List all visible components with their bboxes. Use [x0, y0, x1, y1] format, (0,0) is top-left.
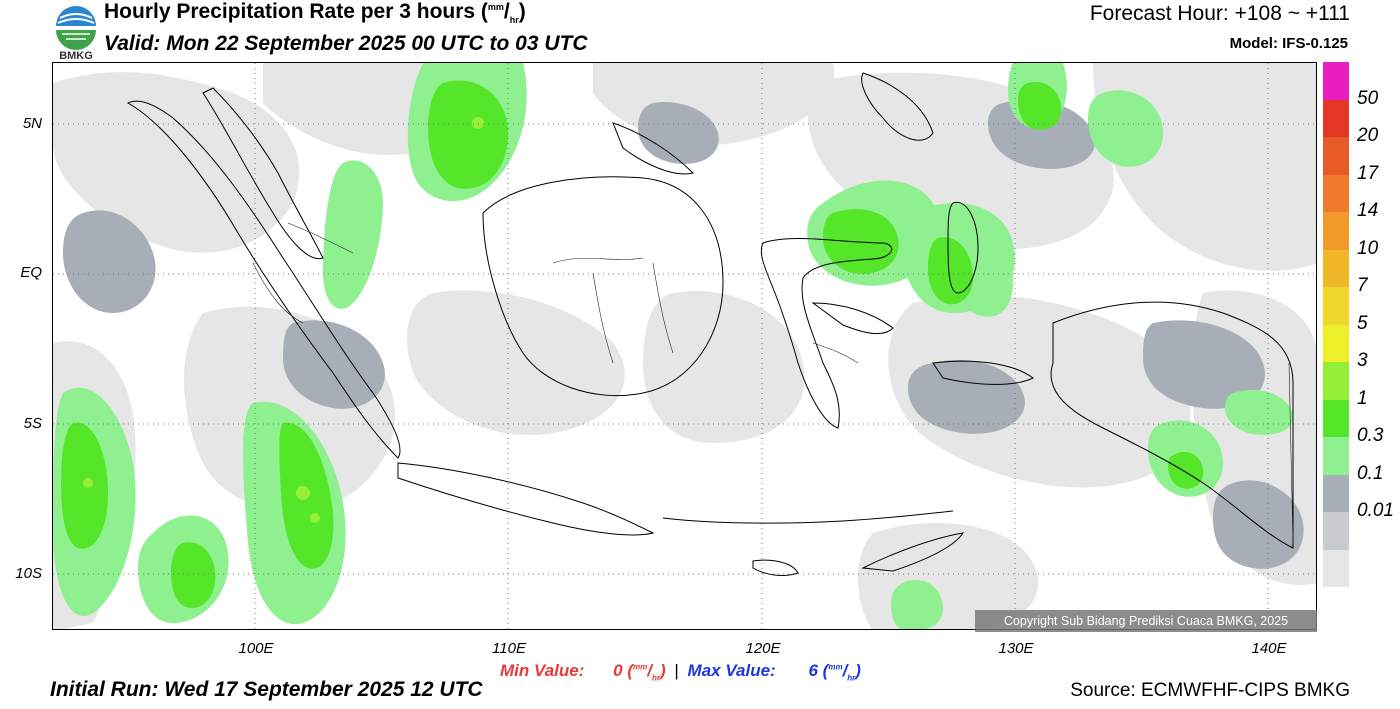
- colorbar-label: 14: [1357, 200, 1379, 221]
- sulawesi-east: [811, 302, 894, 335]
- java: [397, 462, 655, 536]
- colorbar-label: 5: [1357, 312, 1368, 334]
- min-max-values: Min Value: 0 (mm/hr) | Max Value: 6 (mm/…: [500, 661, 861, 683]
- lon-label-100e: 100E: [238, 640, 274, 657]
- admin-borders: [252, 222, 1294, 544]
- colorbar-segment: [1323, 512, 1349, 550]
- lat-label-5s: 5S: [23, 415, 42, 432]
- lon-label-110e: 110E: [492, 640, 526, 657]
- min-value-label: Min Value:: [500, 661, 585, 680]
- colorbar-label: 0.3: [1357, 425, 1384, 446]
- malay-peninsula: [202, 87, 324, 260]
- map-canvas: [53, 63, 1316, 629]
- separator: |: [674, 661, 679, 680]
- precipitation-map: [52, 62, 1317, 630]
- philippines-south: [861, 72, 934, 141]
- data-source: Source: ECMWFHF-CIPS BMKG: [1070, 680, 1350, 701]
- max-value-label: Max Value:: [687, 661, 776, 680]
- colorbar-label: 10: [1357, 237, 1379, 259]
- lat-label-5n: 5N: [22, 115, 42, 132]
- map-title: Hourly Precipitation Rate per 3 hours (m…: [104, 0, 526, 26]
- svg-text:BMKG: BMKG: [59, 50, 93, 62]
- colorbar-segment: [1323, 474, 1349, 512]
- colorbar-label: 50: [1357, 87, 1379, 109]
- colorbar-segment: [1323, 174, 1349, 212]
- halmahera: [947, 201, 979, 294]
- colorbar-segment: [1323, 437, 1349, 475]
- colorbar-segment: [1323, 362, 1349, 400]
- lon-label-140e: 140E: [1251, 640, 1287, 657]
- forecast-hour: Forecast Hour: +108 ~ +111: [1089, 2, 1350, 25]
- colorbar-label: 1: [1357, 387, 1368, 409]
- colorbar-label: 0.1: [1357, 462, 1384, 484]
- kalimantan: [482, 176, 724, 397]
- borneo-north: [612, 122, 694, 175]
- model-name: Model: IFS-0.125: [1229, 35, 1348, 52]
- lat-label-10s: 10S: [15, 565, 42, 582]
- min-value: 0: [613, 661, 623, 680]
- colorbar-segment: [1323, 324, 1349, 362]
- colorbar-label: 0.01: [1357, 500, 1394, 521]
- valid-time: Valid: Mon 22 September 2025 00 UTC to 0…: [104, 32, 588, 55]
- colorbar-label: 17: [1357, 162, 1379, 184]
- initial-run: Initial Run: Wed 17 September 2025 12 UT…: [50, 678, 483, 701]
- rain-field-yellowgreen: [83, 117, 484, 523]
- coastlines: [126, 72, 1294, 576]
- lat-label-eq: EQ: [20, 264, 42, 281]
- copyright-notice: Copyright Sub Bidang Prediksi Cuaca BMKG…: [975, 610, 1317, 632]
- bmkg-logo: BMKG: [52, 0, 100, 62]
- colorbar-label: 7: [1357, 275, 1368, 296]
- colorbar-segment: [1323, 62, 1349, 100]
- colorbar: [1323, 62, 1349, 587]
- colorbar-label: 20: [1357, 125, 1379, 146]
- max-value: 6: [808, 661, 818, 680]
- colorbar-segment: [1323, 137, 1349, 175]
- colorbar-segment: [1323, 549, 1349, 587]
- colorbar-segment: [1323, 287, 1349, 325]
- rain-field-grey: [63, 99, 1304, 569]
- colorbar-segment: [1323, 399, 1349, 437]
- colorbar-segment: [1323, 99, 1349, 137]
- sumatra: [126, 100, 401, 459]
- sumba: [752, 559, 799, 576]
- bmkg-logo-icon: BMKG: [56, 6, 96, 62]
- colorbar-label: 3: [1357, 350, 1368, 371]
- lon-label-120e: 120E: [745, 640, 781, 657]
- colorbar-segment: [1323, 249, 1349, 287]
- nusa-tenggara: [662, 510, 954, 524]
- seram: [932, 360, 1034, 385]
- papua: [1050, 301, 1294, 549]
- sulawesi: [760, 238, 893, 429]
- timor: [861, 532, 965, 572]
- colorbar-segment: [1323, 212, 1349, 250]
- lon-label-130e: 130E: [998, 640, 1034, 657]
